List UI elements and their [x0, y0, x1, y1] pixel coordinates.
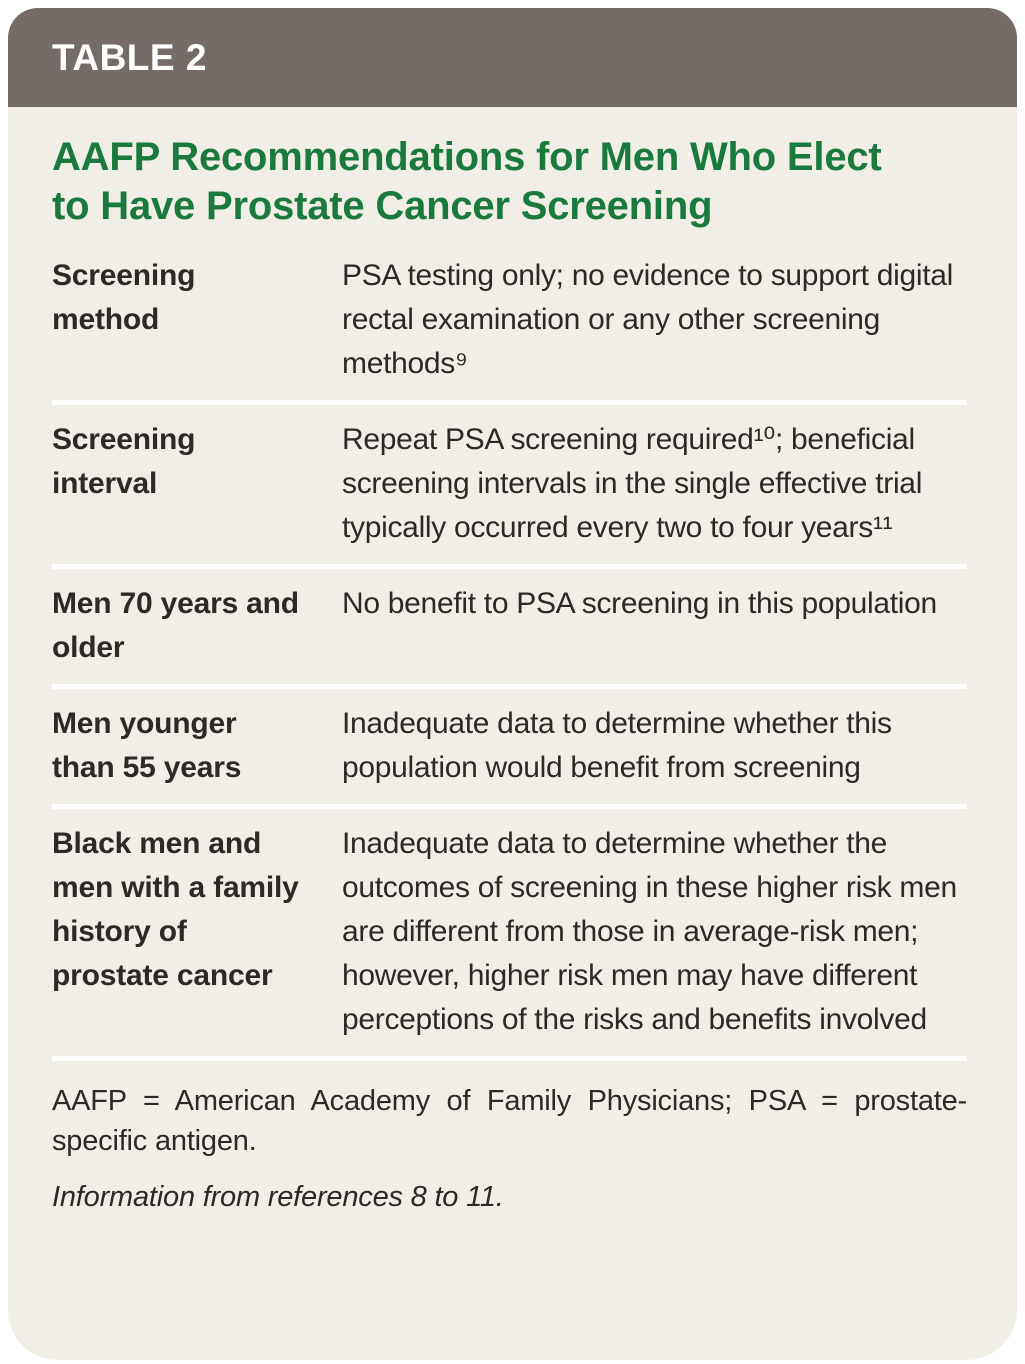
row-label: Black men and men with a family history …	[52, 827, 299, 992]
row-label: Screening method	[52, 259, 196, 336]
table-number-label: TABLE 2	[52, 36, 207, 78]
row-text: PSA testing only; no evidence to support…	[342, 259, 954, 380]
table-rows: Screening method PSA testing only; no ev…	[52, 241, 967, 1056]
table-row-higher-risk-men: Black men and men with a family history …	[52, 804, 967, 1056]
row-text: Inadequate data to determine whether the…	[342, 827, 957, 1036]
table-header-bar: TABLE 2	[8, 8, 1017, 107]
table-row-screening-interval: Screening interval Repeat PSA screening …	[52, 400, 967, 564]
abbreviations-note: AAFP = American Academy of Family Physic…	[52, 1085, 967, 1157]
row-text: Inadequate data to determine whether thi…	[342, 707, 892, 784]
row-text: Repeat PSA screening required¹⁰; benefic…	[342, 423, 923, 544]
table-row-men-younger-than-55: Men younger than 55 years Inadequate dat…	[52, 684, 967, 804]
source-note: Information from references 8 to 11.	[52, 1181, 504, 1213]
table-row-men-70-and-older: Men 70 years and older No benefit to PSA…	[52, 564, 967, 684]
row-label: Screening interval	[52, 423, 196, 500]
table-body: AAFP Recommendations for Men Who Elect t…	[8, 107, 1017, 1217]
table-panel: TABLE 2 AAFP Recommendations for Men Who…	[8, 8, 1017, 1360]
row-label: Men 70 years and older	[52, 587, 299, 664]
table-footnotes: AAFP = American Academy of Family Physic…	[52, 1056, 967, 1217]
table-row-screening-method: Screening method PSA testing only; no ev…	[52, 241, 967, 400]
table-title: AAFP Recommendations for Men Who Elect t…	[52, 135, 882, 228]
row-label: Men younger than 55 years	[52, 707, 242, 784]
row-text: No benefit to PSA screening in this popu…	[342, 587, 937, 620]
